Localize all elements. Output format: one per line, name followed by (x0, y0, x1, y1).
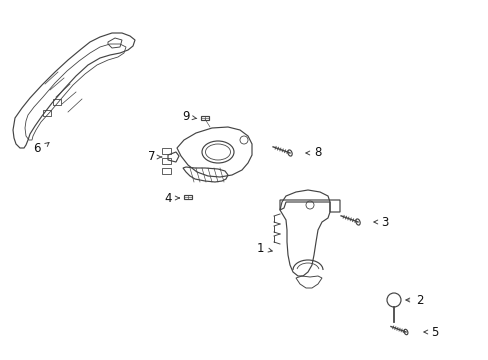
Text: 5: 5 (430, 325, 438, 338)
Text: 4: 4 (164, 192, 171, 204)
Text: 6: 6 (33, 141, 41, 154)
Text: 9: 9 (182, 111, 189, 123)
Text: 1: 1 (256, 242, 263, 255)
Text: 8: 8 (314, 147, 321, 159)
Text: 7: 7 (148, 150, 156, 163)
Text: 2: 2 (415, 293, 423, 306)
Text: 3: 3 (381, 216, 388, 229)
